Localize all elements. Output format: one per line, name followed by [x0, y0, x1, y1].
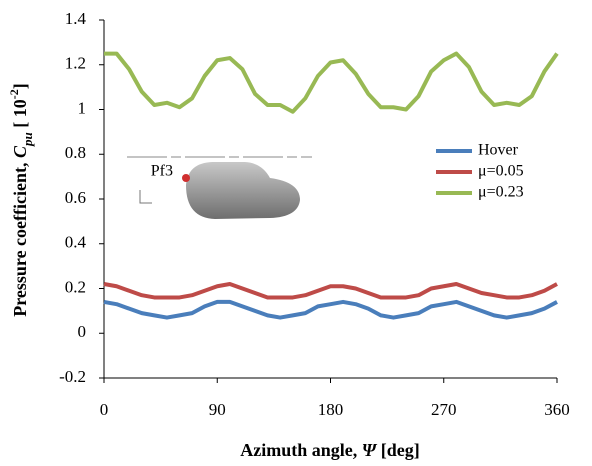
- x-tick-label: 0: [100, 400, 109, 419]
- x-label-symbol: Ψ: [362, 440, 378, 460]
- y-tick-label: 0.8: [65, 143, 86, 162]
- x-tick-label: 180: [318, 400, 344, 419]
- y-label-superscript: -2: [7, 89, 21, 99]
- x-tick-label: 270: [431, 400, 457, 419]
- inset: Pf3: [127, 156, 312, 219]
- legend-label: μ=0.23: [478, 184, 524, 201]
- inset-point: [182, 174, 190, 182]
- y-tick-label: 0: [78, 322, 87, 341]
- y-tick-label: 0.2: [65, 277, 86, 296]
- series-line: [104, 51, 559, 114]
- y-label-unit: [ 10: [10, 99, 30, 132]
- series-line: [103, 299, 558, 320]
- y-axis-label: Pressure coefficient, Cpu [ 10-2]: [7, 83, 36, 317]
- legend-label: μ=0.05: [478, 163, 524, 180]
- y-label-subscript: pu: [20, 132, 35, 147]
- series-line: [103, 282, 558, 300]
- y-tick-label: 0.4: [65, 233, 87, 252]
- y-tick-label: 1: [78, 98, 87, 117]
- x-tick-label: 90: [209, 400, 226, 419]
- y-label-symbol: C: [10, 145, 30, 158]
- y-label-text: Pressure coefficient,: [10, 158, 30, 317]
- inset-body: [186, 162, 300, 219]
- x-tick-label: 360: [544, 400, 570, 419]
- y-tick-label: -0.2: [59, 367, 86, 386]
- y-tick-label: 1.4: [65, 9, 87, 28]
- x-label-unit: [deg]: [376, 440, 420, 460]
- y-tick-label: 0.6: [65, 188, 86, 207]
- x-axis-label: Azimuth angle, Ψ [deg]: [240, 440, 419, 460]
- y-label-close: ]: [10, 83, 30, 89]
- inset-axes: [139, 190, 152, 204]
- inset-label: Pf3: [151, 163, 173, 180]
- legend-label: Hover: [478, 142, 519, 159]
- y-tick-label: 1.2: [65, 54, 86, 73]
- x-label-text: Azimuth angle,: [240, 440, 362, 460]
